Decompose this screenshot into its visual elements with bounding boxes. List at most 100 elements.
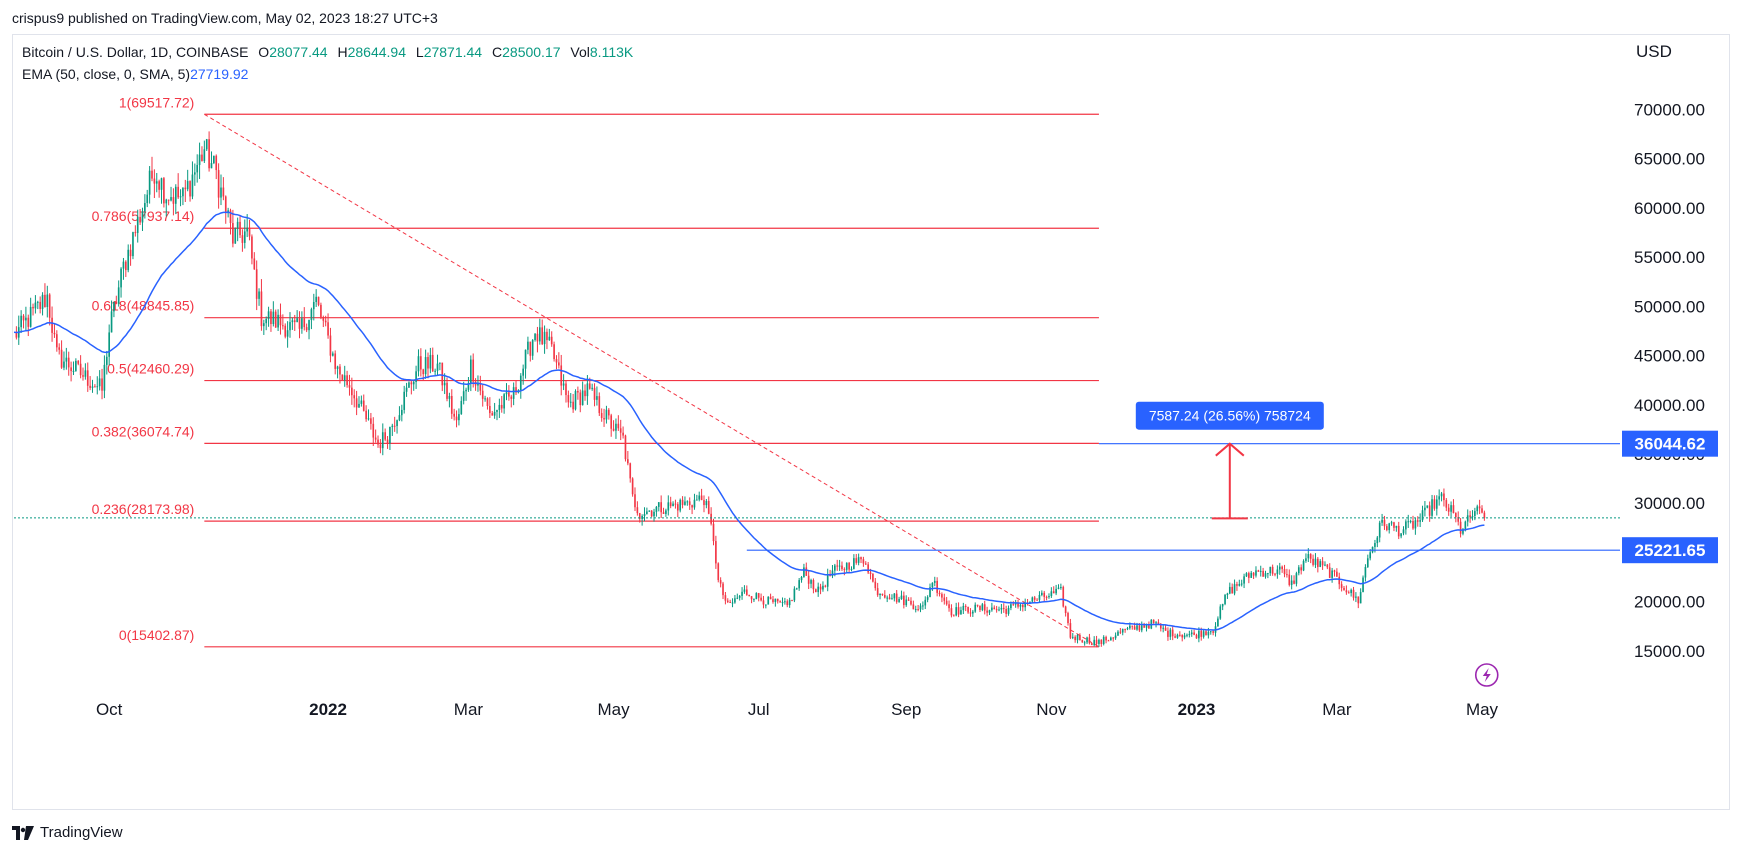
candle-body [446, 382, 448, 399]
candle-body [634, 494, 636, 508]
candle-body [1133, 626, 1136, 630]
candle-body [236, 221, 239, 229]
candle-body [1383, 519, 1386, 527]
candle-body [124, 261, 127, 271]
candle-body [1138, 625, 1141, 631]
candle-body [1283, 569, 1286, 575]
candle-body [379, 444, 382, 449]
y-tick-label: 65000.00 [1634, 150, 1705, 169]
candle-body [141, 211, 144, 223]
candle-body [1243, 576, 1245, 584]
candle-body [393, 425, 396, 427]
brand-name: TradingView [40, 824, 123, 841]
candle-body [879, 593, 881, 596]
candle-body [933, 580, 936, 583]
measure-arrowhead [1215, 442, 1245, 457]
candle-body [1062, 586, 1065, 607]
candle-body [262, 323, 265, 327]
candle-body [1388, 523, 1391, 531]
candle-body [860, 557, 862, 560]
candle-body [703, 500, 705, 506]
candle-body [991, 607, 993, 611]
candle-body [405, 387, 408, 392]
candle-body [215, 155, 218, 171]
tradingview-brand[interactable]: TradingView [12, 824, 123, 841]
candle-body [189, 181, 191, 197]
candle-body [46, 294, 49, 308]
candle-body [331, 353, 334, 356]
candle-body [29, 306, 32, 327]
candle-body [976, 604, 979, 606]
candle-body [524, 349, 527, 369]
symbol-title[interactable]: Bitcoin / U.S. Dollar, 1D, COINBASE [22, 44, 249, 60]
candle-body [812, 580, 815, 590]
candle-body [1476, 506, 1479, 512]
candle-body [144, 203, 146, 212]
candle-body [1245, 573, 1248, 577]
candle-body [82, 375, 84, 377]
candle-body [203, 149, 206, 162]
candle-body [315, 296, 317, 303]
candle-body [358, 403, 360, 408]
candle-body [436, 363, 439, 371]
candle-body [491, 413, 494, 416]
y-tick-label: 45000.00 [1634, 347, 1705, 366]
candle-body [1200, 630, 1203, 637]
candle-body [972, 611, 974, 614]
candle-body [1038, 594, 1041, 600]
candle-body [774, 598, 777, 602]
candle-body [44, 294, 46, 308]
candle-body [1405, 521, 1407, 530]
candle-body [72, 370, 75, 372]
candle-body [986, 610, 988, 613]
ema-legend[interactable]: EMA (50, close, 0, SMA, 5)27719.92 [22, 66, 248, 82]
candle-body [950, 608, 953, 616]
candle-body [1252, 572, 1255, 576]
candle-body [22, 315, 25, 321]
candle-body [51, 317, 53, 333]
candle-body [403, 391, 406, 410]
candle-body [955, 607, 958, 616]
candle-body [550, 336, 553, 345]
candle-body [198, 154, 201, 165]
candle-body [755, 593, 758, 600]
candle-body [1105, 636, 1107, 641]
candle-body [914, 609, 917, 611]
candle-body [317, 296, 320, 305]
candle-body [605, 409, 608, 420]
candle-body [688, 501, 691, 506]
candle-body [293, 320, 296, 323]
candle-body [567, 395, 570, 403]
candle-body [650, 510, 653, 517]
candle-body [1264, 573, 1267, 577]
candle-body [803, 567, 805, 578]
candle-body [905, 599, 908, 606]
candle-body [1274, 573, 1276, 575]
candle-body [1293, 580, 1295, 584]
candle-body [151, 170, 153, 179]
candle-body [184, 187, 187, 190]
candle-body [286, 330, 289, 337]
candle-body [1221, 604, 1224, 607]
candle-body [1071, 636, 1074, 638]
candle-body [1333, 570, 1336, 572]
candle-body [669, 502, 672, 507]
candle-body [834, 565, 836, 571]
currency-label[interactable]: USD [1636, 42, 1672, 61]
candle-body [719, 580, 722, 584]
candle-body [201, 154, 203, 162]
candle-body [757, 593, 760, 598]
candle-body [324, 320, 327, 323]
candle-body [643, 514, 646, 517]
candle-body [1231, 586, 1234, 594]
candle-body [636, 507, 639, 514]
candle-body [1017, 602, 1019, 607]
candle-body [1302, 560, 1305, 571]
candle-body [874, 581, 877, 589]
candle-body [1347, 592, 1350, 594]
candle-body [555, 359, 558, 363]
candle-body [339, 366, 341, 375]
candle-body [1378, 522, 1381, 538]
candle-body [110, 311, 113, 333]
